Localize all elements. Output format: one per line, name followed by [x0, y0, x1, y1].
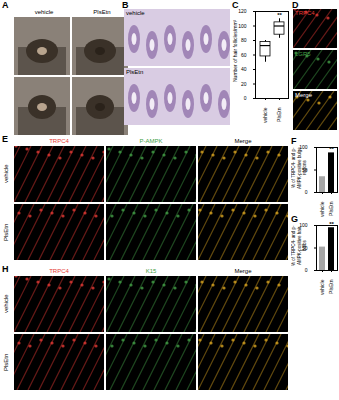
svg-text:**: ** [329, 221, 334, 227]
svg-text:PlsEtn: PlsEtn [276, 107, 282, 122]
svg-text:50: 50 [302, 245, 308, 251]
svg-text:40: 40 [241, 66, 247, 72]
svg-text:**: ** [277, 12, 282, 18]
svg-text:PlsEtn: PlsEtn [328, 279, 334, 294]
svg-text:0: 0 [305, 267, 308, 273]
svg-text:0: 0 [244, 95, 247, 101]
svg-text:100: 100 [238, 23, 247, 29]
svg-text:**: ** [329, 146, 334, 152]
svg-text:0: 0 [305, 189, 308, 195]
svg-text:100: 100 [299, 144, 308, 150]
svg-text:80: 80 [241, 37, 247, 43]
svg-text:60: 60 [241, 52, 247, 58]
svg-text:20: 20 [241, 81, 247, 87]
svg-text:100: 100 [299, 222, 308, 228]
svg-text:vehicle: vehicle [262, 107, 268, 123]
svg-text:vehicle: vehicle [319, 201, 325, 217]
svg-text:PlsEtn: PlsEtn [328, 201, 334, 216]
svg-text:vehicle: vehicle [319, 279, 325, 295]
svg-text:120: 120 [238, 8, 247, 14]
svg-text:50: 50 [302, 167, 308, 173]
